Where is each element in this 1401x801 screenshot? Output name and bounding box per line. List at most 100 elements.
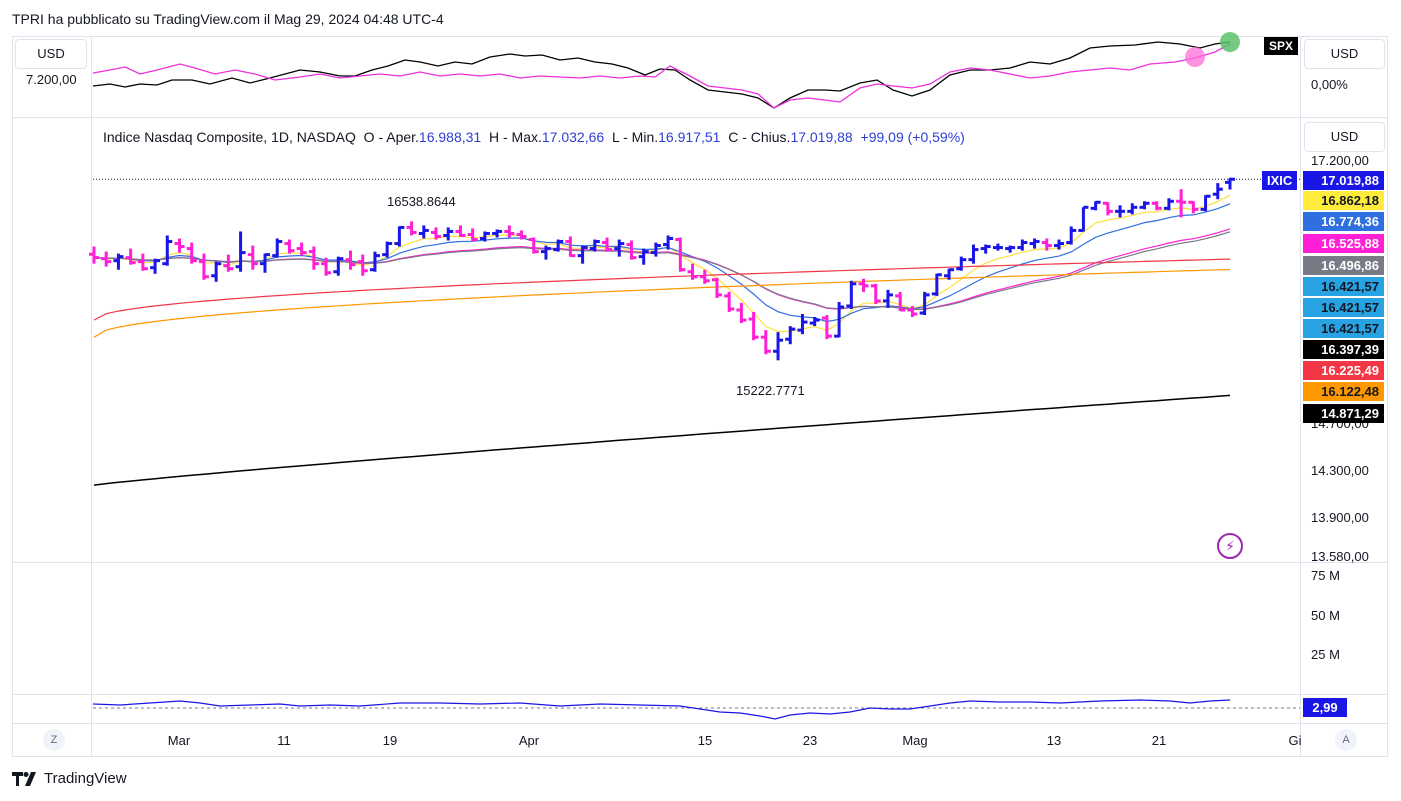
- x-axis-label: 11: [277, 733, 291, 748]
- ohlc-bar: [1053, 239, 1064, 250]
- right-scale-border: [1300, 37, 1301, 756]
- ohlc-bar: [174, 238, 185, 253]
- pane-separator-volume[interactable]: [13, 562, 1387, 563]
- left-currency-button[interactable]: USD: [15, 39, 87, 69]
- ohlc-bar: [687, 263, 698, 280]
- ohlc-bar: [675, 237, 686, 272]
- ohlc-bar: [431, 227, 442, 240]
- ohlc-bar: [137, 253, 148, 271]
- price-tick: 13.580,00: [1311, 549, 1369, 564]
- indicator-line: [92, 699, 1231, 720]
- ohlc-bar: [992, 243, 1003, 251]
- ohlc-bar: [699, 269, 710, 284]
- ohlc-bar: [247, 245, 258, 270]
- ohlc-bar: [1090, 200, 1101, 211]
- ohlc-bar: [1163, 198, 1174, 211]
- spx-compare-marker: [1220, 32, 1240, 52]
- ohlc-bar: [467, 228, 478, 242]
- flash-icon[interactable]: ⚡: [1217, 533, 1243, 559]
- footer-brand[interactable]: TradingView: [12, 770, 127, 787]
- x-axis-label: Gi: [1288, 733, 1302, 748]
- legend-close-label: C - Chius.: [728, 129, 791, 145]
- overlay-line: [93, 231, 1231, 311]
- ohlc-bar: [308, 246, 319, 270]
- ohlc-bar: [504, 225, 515, 238]
- symbol-legend[interactable]: Indice Nasdaq Composite, 1D, NASDAQ O - …: [103, 129, 965, 145]
- time-axis-separator: [13, 723, 1387, 724]
- ohlc-bar: [1017, 239, 1028, 251]
- ohlc-bar: [1115, 205, 1126, 218]
- zoom-button[interactable]: Z: [43, 729, 65, 751]
- ohlc-bar: [834, 301, 845, 338]
- ohlc-bar: [577, 245, 588, 264]
- price-pill: 14.871,29: [1303, 404, 1384, 423]
- ohlc-bar: [235, 231, 246, 272]
- ohlc-bar: [650, 242, 661, 257]
- x-axis-label: Mar: [167, 733, 191, 748]
- ohlc-bar: [821, 315, 832, 340]
- legend-high-value: 17.032,66: [541, 129, 605, 145]
- ohlc-bar: [321, 257, 332, 276]
- legend-symbol-name: Indice Nasdaq Composite, 1D, NASDAQ: [103, 129, 356, 145]
- pane-separator-indicator[interactable]: [13, 694, 1387, 695]
- ohlc-bar: [198, 253, 209, 280]
- ohlc-bar: [931, 273, 942, 296]
- ohlc-bar: [492, 229, 503, 238]
- publication-header: TPRI ha pubblicato su TradingView.com il…: [12, 11, 444, 27]
- compare-currency-button[interactable]: USD: [1304, 39, 1385, 69]
- ohlc-bar: [663, 235, 674, 250]
- ohlc-bar: [809, 317, 820, 327]
- ohlc-bar: [956, 256, 967, 271]
- ohlc-bar: [418, 225, 429, 239]
- price-pill: 16.421,57: [1303, 298, 1384, 317]
- ohlc-bar: [895, 291, 906, 312]
- price-pill: 16.774,36: [1303, 212, 1384, 231]
- chart-frame: [12, 36, 1388, 757]
- indicator-value-pill: 2,99: [1303, 698, 1347, 717]
- ohlc-bar: [345, 250, 356, 270]
- low-annotation: 15222.7771: [736, 383, 805, 398]
- ohlc-bar: [406, 221, 417, 236]
- volume-tick: 75 M: [1311, 568, 1340, 583]
- ohlc-bar: [760, 330, 771, 355]
- ohlc-bar: [333, 256, 344, 276]
- ohlc-bar: [870, 283, 881, 304]
- ohlc-bar: [260, 253, 271, 273]
- ohlc-bar: [1212, 183, 1223, 200]
- ohlc-bar: [186, 242, 197, 264]
- ohlc-bar: [1225, 177, 1235, 190]
- ohlc-bar: [113, 253, 124, 270]
- ohlc-bar: [1029, 238, 1040, 249]
- pane-separator-top[interactable]: [13, 117, 1387, 118]
- ohlc-bar: [223, 254, 234, 272]
- legend-low-value: 16.917,51: [658, 129, 721, 145]
- overlay-line: [93, 268, 1231, 338]
- compare-left-scale-label: 7.200,00: [26, 72, 77, 87]
- ohlc-bar: [394, 225, 405, 247]
- auto-scale-button[interactable]: A: [1335, 729, 1357, 751]
- ohlc-bar: [1151, 201, 1162, 211]
- symbol-price-label: IXIC: [1262, 171, 1298, 190]
- price-pill: 16.525,88: [1303, 234, 1384, 253]
- ohlc-bar: [944, 268, 955, 280]
- ohlc-bar: [1066, 226, 1077, 245]
- ohlc-bar: [516, 230, 527, 240]
- ohlc-bar: [968, 244, 979, 264]
- legend-change: +99,09 (+0,59%): [860, 129, 965, 145]
- volume-tick: 50 M: [1311, 608, 1340, 623]
- ohlc-bar: [1200, 194, 1211, 212]
- ohlc-bar: [638, 248, 649, 265]
- left-scale-border: [91, 37, 92, 756]
- price-pill: 16.225,49: [1303, 361, 1384, 380]
- x-axis-label: 21: [1151, 733, 1167, 748]
- ohlc-bar: [1102, 201, 1113, 216]
- main-currency-button[interactable]: USD: [1304, 122, 1385, 152]
- ohlc-bar: [1188, 200, 1199, 214]
- ohlc-bar: [626, 240, 637, 260]
- ohlc-bar: [479, 231, 490, 242]
- x-axis-label: 13: [1046, 733, 1062, 748]
- footer-brand-name: TradingView: [44, 770, 127, 787]
- ohlc-bar: [907, 305, 918, 318]
